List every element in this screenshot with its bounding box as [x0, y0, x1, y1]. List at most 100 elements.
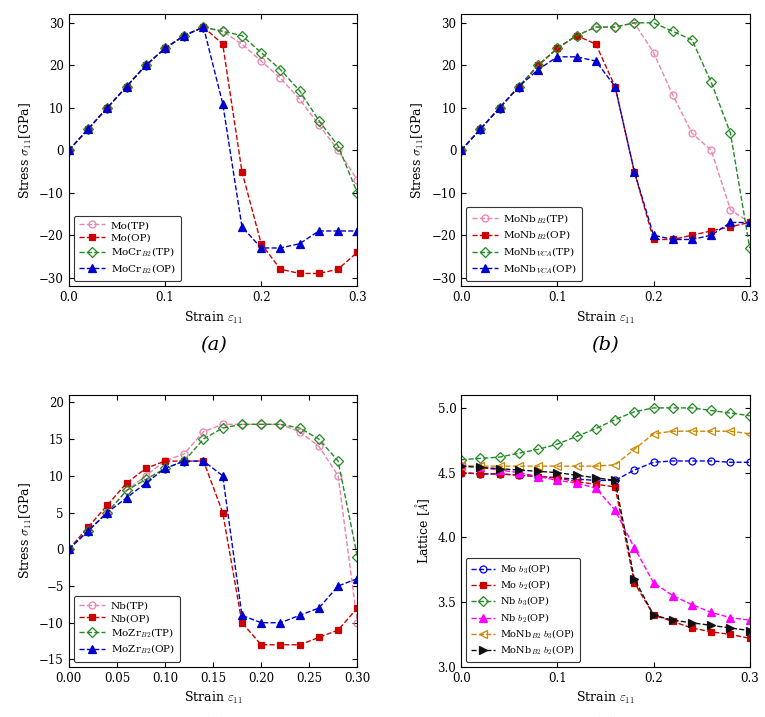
MoNb$_{B2}$ $b_2$(OP)	[726, 624, 735, 632]
Nb(OP)	[295, 640, 304, 649]
MoCr$_{B2}$(OP)	[199, 23, 208, 32]
MoNb$_{VCA}$(TP)	[610, 23, 620, 32]
MoNb$_{B2}$ $b_3$(OP)	[514, 462, 523, 470]
MoCr$_{B2}$(TP)	[122, 82, 131, 91]
Mo $b_3$(OP)	[668, 457, 677, 465]
MoNb$_{B2}$ $b_3$(OP)	[533, 462, 542, 470]
MoNb$_{B2}$(TP)	[514, 82, 523, 91]
MoNb$_{VCA}$(TP)	[649, 19, 658, 27]
Text: (b): (b)	[591, 336, 620, 354]
Mo(OP)	[83, 125, 93, 133]
Nb $b_2$(OP)	[514, 468, 523, 477]
MoZr$_{B2}$(TP)	[353, 552, 362, 561]
Mo $b_3$(OP)	[649, 458, 658, 467]
Nb $b_2$(OP)	[726, 613, 735, 622]
MoCr$_{B2}$(OP)	[142, 61, 151, 70]
Mo(OP)	[295, 269, 304, 277]
Nb $b_2$(OP)	[668, 592, 677, 600]
Mo $b_2$(OP)	[533, 473, 542, 481]
Nb $b_3$(OP)	[668, 404, 677, 412]
MoCr$_{B2}$(TP)	[142, 61, 151, 70]
Nb $b_3$(OP)	[688, 404, 697, 412]
MoCr$_{B2}$(OP)	[122, 82, 131, 91]
Nb(OP)	[103, 501, 112, 510]
MoNb$_{B2}$ $b_3$(OP)	[745, 429, 754, 438]
MoCr$_{B2}$(OP)	[64, 146, 73, 155]
MoNb$_{VCA}$(TP)	[533, 61, 542, 70]
Y-axis label: Lattice [$\AA$]: Lattice [$\AA$]	[413, 498, 432, 564]
MoZr$_{B2}$(OP)	[218, 472, 227, 480]
Mo(OP)	[237, 167, 246, 176]
Mo $b_3$(OP)	[553, 473, 562, 482]
MoNb$_{VCA}$(OP)	[553, 52, 562, 61]
Mo(TP)	[199, 23, 208, 32]
MoNb$_{VCA}$(TP)	[553, 44, 562, 52]
Nb(TP)	[276, 420, 285, 429]
MoNb$_{B2}$ $b_2$(OP)	[514, 466, 523, 475]
MoNb$_{B2}$ $b_2$(OP)	[707, 621, 716, 630]
MoZr$_{B2}$(TP)	[295, 424, 304, 432]
MoCr$_{B2}$(TP)	[314, 116, 324, 125]
Nb $b_2$(OP)	[553, 476, 562, 485]
Nb $b_3$(OP)	[591, 424, 601, 433]
Nb $b_2$(OP)	[572, 479, 581, 488]
Nb $b_2$(OP)	[533, 473, 542, 481]
MoZr$_{B2}$(OP)	[314, 604, 324, 612]
Nb(TP)	[237, 420, 246, 429]
Nb(TP)	[256, 420, 265, 429]
Nb(TP)	[334, 472, 343, 480]
MoZr$_{B2}$(TP)	[83, 526, 93, 535]
Mo(OP)	[142, 61, 151, 70]
MoZr$_{B2}$(TP)	[256, 420, 265, 429]
Nb(TP)	[83, 526, 93, 535]
MoZr$_{B2}$(TP)	[314, 435, 324, 443]
MoNb$_{B2}$ $b_2$(OP)	[610, 476, 620, 485]
MoZr$_{B2}$(TP)	[142, 475, 151, 484]
MoNb$_{B2}$(OP)	[610, 82, 620, 91]
MoNb$_{VCA}$(TP)	[495, 103, 504, 112]
MoNb$_{B2}$ $b_3$(OP)	[726, 427, 735, 435]
MoNb$_{B2}$ $b_3$(OP)	[495, 462, 504, 470]
Mo $b_3$(OP)	[688, 457, 697, 465]
Mo(TP)	[218, 27, 227, 36]
Line: MoNb$_{VCA}$(TP): MoNb$_{VCA}$(TP)	[457, 19, 754, 252]
Nb(OP)	[256, 640, 265, 649]
Line: MoNb$_{B2}$ $b_3$(OP): MoNb$_{B2}$ $b_3$(OP)	[457, 427, 754, 470]
Mo(OP)	[64, 146, 73, 155]
Nb $b_3$(OP)	[514, 449, 523, 457]
MoNb$_{B2}$ $b_3$(OP)	[457, 462, 466, 470]
Y-axis label: Stress $\sigma_{11}$[GPa]: Stress $\sigma_{11}$[GPa]	[410, 102, 426, 199]
MoNb$_{B2}$ $b_2$(OP)	[457, 462, 466, 470]
Mo(OP)	[122, 82, 131, 91]
Mo(OP)	[103, 103, 112, 112]
MoNb$_{VCA}$(TP)	[572, 32, 581, 40]
X-axis label: Strain $\varepsilon_{11}$: Strain $\varepsilon_{11}$	[576, 310, 635, 326]
MoZr$_{B2}$(OP)	[142, 479, 151, 488]
Line: MoNb$_{B2}$(TP): MoNb$_{B2}$(TP)	[457, 19, 754, 226]
MoNb$_{VCA}$(TP)	[707, 78, 716, 87]
MoCr$_{B2}$(OP)	[353, 227, 362, 235]
MoNb$_{VCA}$(TP)	[668, 27, 677, 36]
MoNb$_{VCA}$(OP)	[533, 65, 542, 74]
MoCr$_{B2}$(OP)	[103, 103, 112, 112]
MoNb$_{B2}$(OP)	[495, 103, 504, 112]
MoCr$_{B2}$(OP)	[334, 227, 343, 235]
Nb $b_3$(OP)	[476, 454, 485, 462]
MoZr$_{B2}$(TP)	[199, 435, 208, 443]
Nb(OP)	[122, 479, 131, 488]
MoZr$_{B2}$(OP)	[161, 464, 170, 473]
Mo $b_3$(OP)	[476, 470, 485, 478]
MoCr$_{B2}$(OP)	[218, 99, 227, 108]
Y-axis label: Stress $\sigma_{11}$[GPa]: Stress $\sigma_{11}$[GPa]	[18, 483, 34, 579]
Line: Mo(TP): Mo(TP)	[65, 24, 361, 184]
Nb(OP)	[199, 457, 208, 465]
MoZr$_{B2}$(TP)	[161, 464, 170, 473]
Mo(TP)	[295, 95, 304, 103]
MoZr$_{B2}$(OP)	[199, 457, 208, 465]
MoNb$_{B2}$(TP)	[649, 48, 658, 57]
Mo $b_2$(OP)	[745, 634, 754, 642]
MoNb$_{VCA}$(OP)	[668, 235, 677, 244]
MoZr$_{B2}$(OP)	[276, 619, 285, 627]
Mo $b_2$(OP)	[495, 470, 504, 478]
Nb(OP)	[276, 640, 285, 649]
